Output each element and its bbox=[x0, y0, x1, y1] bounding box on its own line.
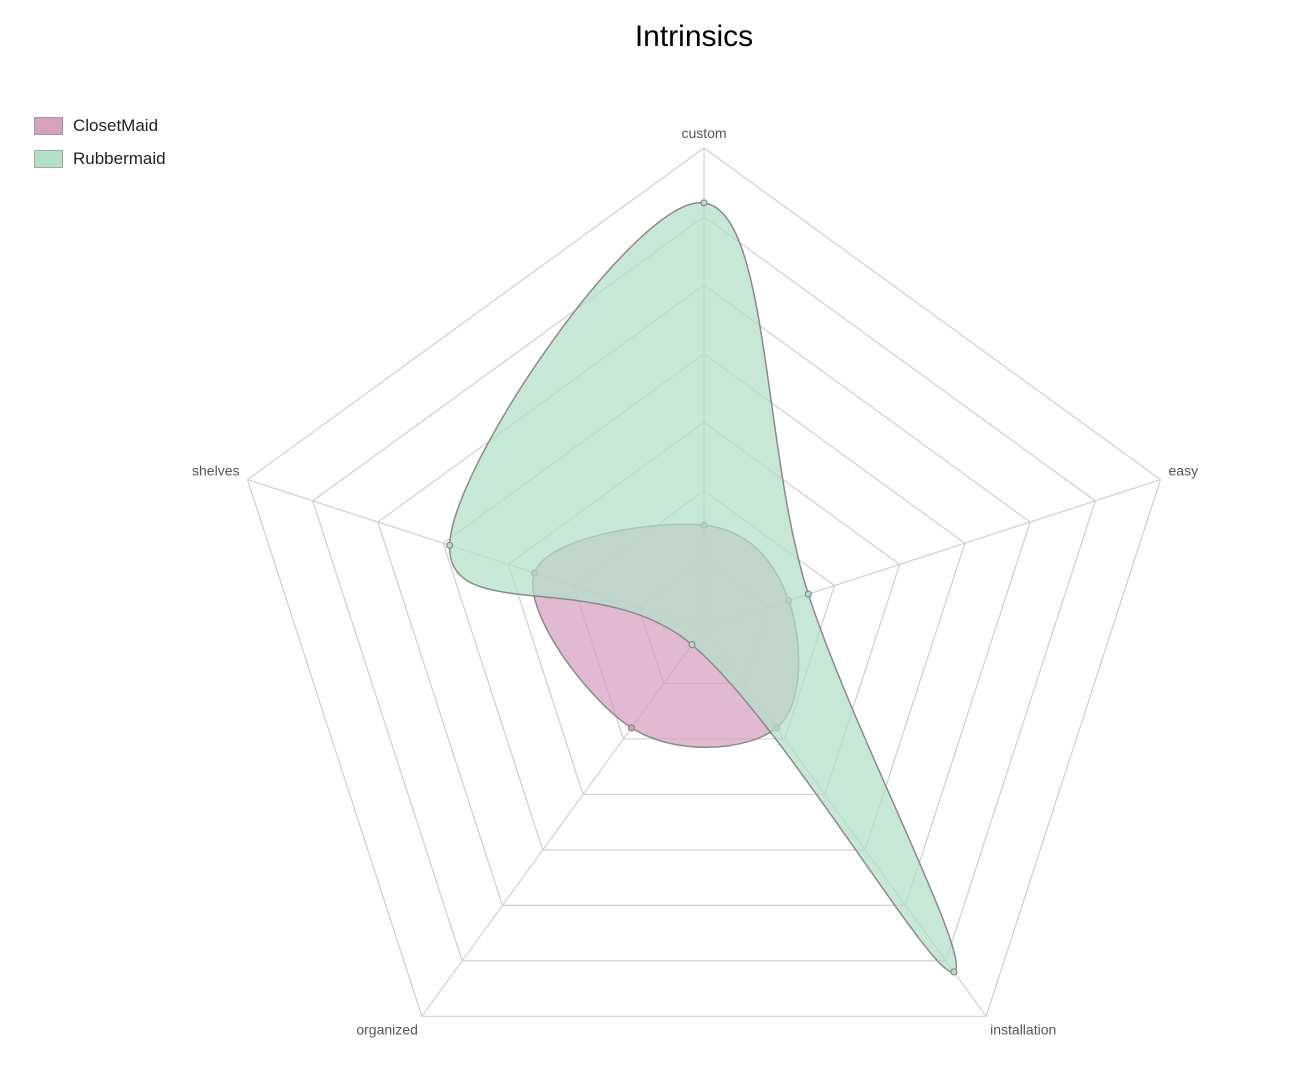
axis-label-easy: easy bbox=[1169, 463, 1199, 479]
series-area-rubbermaid bbox=[448, 202, 958, 973]
legend-swatch-closetmaid bbox=[34, 116, 63, 135]
chart-title: Intrinsics bbox=[634, 20, 754, 53]
grid-ring bbox=[312, 215, 1096, 962]
legend-swatch-rubbermaid bbox=[34, 149, 63, 168]
grid-ring bbox=[246, 147, 1162, 1017]
data-point-rubbermaid-custom bbox=[700, 199, 708, 207]
data-point-closetmaid-organized bbox=[627, 724, 636, 732]
legend-item-rubbermaid[interactable]: Rubbermaid bbox=[34, 148, 166, 169]
legend-item-closetmaid[interactable]: ClosetMaid bbox=[34, 115, 166, 136]
axis-label-custom: custom bbox=[681, 125, 726, 141]
data-point-rubbermaid-easy bbox=[804, 590, 812, 598]
legend-label-rubbermaid: Rubbermaid bbox=[73, 148, 166, 168]
grid-ring bbox=[377, 284, 1031, 906]
legend: ClosetMaid Rubbermaid bbox=[34, 115, 166, 181]
axis-label-shelves: shelves bbox=[192, 463, 239, 479]
axis-label-installation: installation bbox=[990, 1021, 1056, 1037]
data-point-rubbermaid-installation bbox=[950, 968, 958, 976]
axis-label-organized: organized bbox=[356, 1021, 418, 1037]
data-point-rubbermaid-organized bbox=[688, 641, 696, 649]
data-point-rubbermaid-shelves bbox=[446, 541, 454, 549]
legend-label-closetmaid: ClosetMaid bbox=[73, 115, 159, 135]
